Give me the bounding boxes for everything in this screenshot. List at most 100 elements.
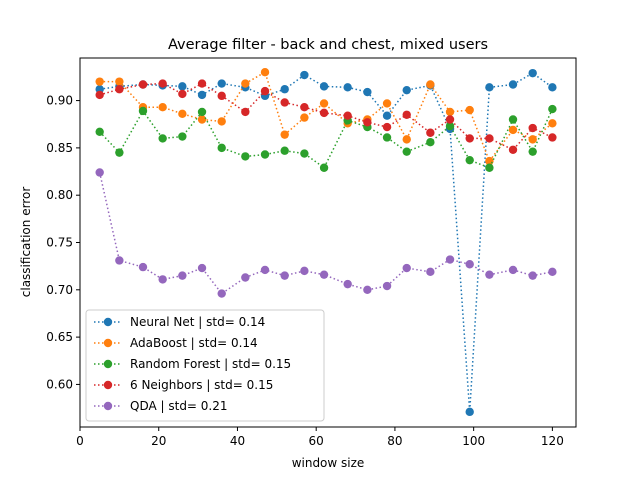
data-point [465,134,474,143]
data-point [260,265,270,275]
data-point [445,115,455,124]
data-point [426,128,435,137]
x-tick-label: 60 [309,434,324,448]
series-line [99,108,554,169]
y-tick-label: 0.75 [46,236,73,250]
series-line [99,71,553,163]
data-point [363,118,372,127]
data-point [319,270,329,279]
legend-entry: 6 Neighbors | std= 0.15 [94,378,273,392]
legend-label: 6 Neighbors | std= 0.15 [130,378,273,392]
data-point [343,279,352,289]
legend-marker [103,359,113,369]
series-line [98,172,553,295]
data-point [508,125,518,135]
data-point [138,80,148,89]
data-point [548,83,557,92]
data-point [528,271,537,280]
x-tick-label: 120 [541,434,564,448]
data-point [197,90,207,100]
y-tick-label: 0.70 [46,283,73,297]
legend-entry: AdaBoost | std= 0.14 [94,336,258,350]
data-point [548,133,557,142]
data-point [528,68,537,78]
data-point [260,150,270,159]
y-tick-label: 0.60 [46,377,73,391]
data-point [363,87,372,97]
legend-entry: Random Forest | std= 0.15 [94,357,291,371]
axes-layer: 0 20 40 60 80 100 120 0.60 0.65 0.70 0.75 0.80 0.85 0… [46,57,577,448]
data-point [178,89,187,99]
series-4 [95,168,557,298]
data-point [363,285,372,295]
legend: Neural Net | std= 0.14 AdaBoost | std= 0.… [85,309,325,422]
y-tick-label: 0.80 [46,188,73,202]
y-tick-label: 0.65 [46,330,73,344]
data-point [485,134,494,143]
data-point [319,108,329,118]
data-point [241,107,250,117]
data-point [319,99,329,108]
data-point [508,145,518,154]
y-tick-label: 0.85 [46,141,73,155]
data-point [382,99,392,108]
data-point [465,105,474,115]
data-point [445,255,455,264]
data-point [197,79,207,88]
data-point [178,109,187,119]
data-point [402,263,411,273]
data-point [382,281,392,291]
data-point [280,85,289,94]
legend-box [85,309,325,422]
data-point [528,135,537,144]
data-point [343,111,352,120]
data-point [300,149,309,158]
data-point [445,107,455,117]
data-point [319,163,329,172]
data-point [485,163,494,172]
data-point [548,104,557,114]
legend-marker [103,380,113,390]
data-point [402,147,411,156]
x-tick-label: 0 [76,434,84,448]
data-point [280,130,289,139]
data-point [300,70,309,80]
legend-entry: QDA | std= 0.21 [94,399,228,413]
data-point [300,266,309,276]
data-point [465,407,474,417]
data-point [382,111,392,120]
legend-marker [103,338,113,348]
data-point [217,143,226,153]
data-point [115,256,124,265]
data-point [260,86,270,96]
x-tick-label: 40 [230,434,245,448]
data-point [241,273,250,282]
data-point [178,271,187,280]
data-point [465,260,474,269]
data-point [95,90,104,100]
data-point [158,275,167,284]
data-point [178,82,187,91]
data-point [95,168,104,177]
data-point [528,123,537,133]
data-point [178,132,187,141]
data-point [217,79,226,88]
legend-label: Neural Net | std= 0.14 [130,315,265,329]
data-point [548,119,557,128]
series-layer [95,67,557,417]
data-point [197,263,207,273]
legend-marker [103,317,113,327]
data-point [548,267,557,277]
data-point [115,85,124,94]
data-point [217,117,226,126]
data-point [138,106,148,116]
x-axis-label: window size [292,456,365,470]
data-point [426,138,435,147]
y-axis-label: classification error [19,187,33,298]
legend-label: Random Forest | std= 0.15 [130,357,291,371]
data-point [343,83,352,92]
data-point [426,80,435,89]
data-point [280,146,289,155]
data-point [319,82,329,91]
data-point [426,267,435,277]
